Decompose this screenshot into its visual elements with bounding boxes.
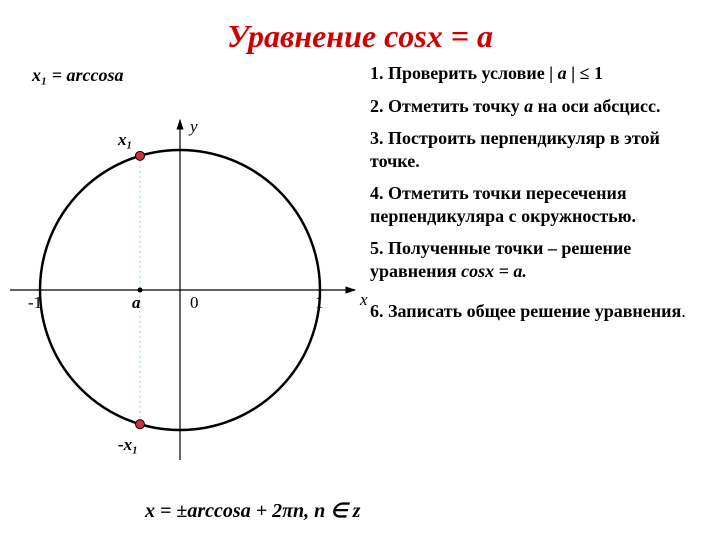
step-5: 5. Полученные точки – решение уравнения …: [370, 237, 705, 282]
svg-text:y: y: [188, 117, 198, 136]
step-num: 5.: [370, 238, 384, 258]
equation-bottom: x = ±arccosa + 2πn, n ∈ z: [145, 498, 360, 523]
step-text: Записать общее решение уравнения.: [388, 301, 686, 321]
page-title: Уравнение cosx = a: [0, 0, 720, 55]
equation-top: x₁ = arccosa: [32, 65, 124, 86]
svg-text:a: a: [132, 293, 141, 312]
svg-text:-x₁: -x₁: [118, 435, 138, 454]
step-text: Построить перпендикуляр в этой точке.: [370, 128, 660, 171]
svg-text:1: 1: [315, 293, 324, 312]
step-6: 6. Записать общее решение уравнения.: [370, 300, 705, 323]
step-4: 4. Отметить точки пересечения перпендику…: [370, 182, 705, 227]
step-1: 1. Проверить условие | a | ≤ 1: [370, 62, 705, 85]
step-num: 2.: [370, 96, 384, 116]
step-num: 4.: [370, 183, 384, 203]
step-text: Проверить условие | a | ≤ 1: [388, 63, 603, 83]
step-text: Отметить точку a на оси абсцисс.: [388, 96, 661, 116]
step-text: Полученные точки – решение уравнения cos…: [370, 238, 631, 281]
svg-text:-1: -1: [28, 293, 42, 312]
step-num: 1.: [370, 63, 384, 83]
svg-text:0: 0: [190, 293, 199, 312]
step-num: 3.: [370, 128, 384, 148]
step-text: Отметить точки пересечения перпендикуляр…: [370, 183, 636, 226]
svg-text:x: x: [359, 290, 368, 309]
svg-text:x₁: x₁: [117, 130, 132, 149]
steps-list: 1. Проверить условие | a | ≤ 1 2. Отмети…: [370, 62, 705, 333]
step-3: 3. Построить перпендикуляр в этой точке.: [370, 127, 705, 172]
step-2: 2. Отметить точку a на оси абсцисс.: [370, 95, 705, 118]
step-num: 6.: [370, 301, 384, 321]
unit-circle-diagram: y x 0 1 -1 a x₁ -x₁: [10, 90, 370, 490]
